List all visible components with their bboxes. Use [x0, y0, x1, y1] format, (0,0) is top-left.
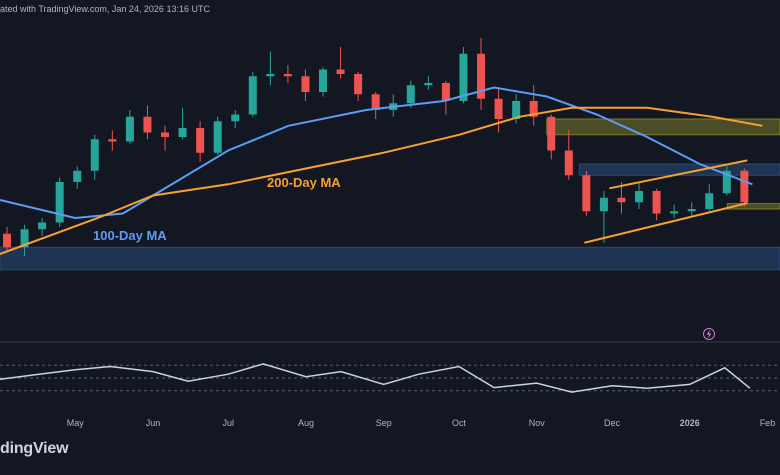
candle-body — [512, 101, 521, 119]
candle-body — [740, 170, 749, 203]
candle-body — [424, 83, 433, 86]
x-tick-label: 2026 — [680, 418, 700, 428]
candle-body — [73, 170, 82, 182]
candle-body — [20, 229, 29, 248]
candle-body — [529, 101, 538, 117]
candle-body — [582, 175, 591, 212]
candle-body — [125, 116, 134, 142]
candle-body — [371, 94, 380, 110]
candle-body — [705, 193, 714, 209]
zone-1 — [578, 163, 780, 176]
x-tick-label: Nov — [529, 418, 546, 428]
ma-100-label: 100-Day MA — [93, 228, 167, 243]
channel-upper-line — [609, 159, 748, 190]
rsi-line — [0, 363, 751, 393]
candle-body — [687, 209, 696, 212]
x-tick-label: Jun — [146, 418, 161, 428]
candle-body — [564, 150, 573, 176]
zones-layer — [0, 118, 780, 271]
annotation-labels: 100-Day MA 200-Day MA — [93, 175, 341, 243]
candle-body — [161, 132, 170, 137]
candle-body — [248, 76, 257, 115]
lightning-icon[interactable] — [703, 328, 715, 340]
candle-body — [231, 114, 240, 122]
candle-body — [670, 211, 679, 214]
zone-0 — [0, 246, 780, 271]
candle-body — [55, 182, 64, 223]
candle-body — [494, 98, 503, 119]
candle-body — [266, 74, 275, 77]
ma-200-label: 200-Day MA — [267, 175, 341, 190]
ma-100-line — [0, 86, 753, 220]
candle-body — [406, 85, 415, 104]
candle-body — [196, 128, 205, 153]
candle-body — [459, 53, 468, 101]
candle-body — [178, 128, 187, 137]
channel-lower-line — [584, 202, 748, 244]
x-axis: May Jun Jul Aug Sep Oct Nov Dec 2026 Feb — [67, 418, 775, 428]
x-tick-label: Oct — [452, 418, 467, 428]
x-tick-label: Aug — [298, 418, 314, 428]
rsi-pane — [0, 363, 780, 393]
candle-body — [354, 74, 363, 95]
ma-200-line — [0, 106, 763, 255]
published-caption: ated with TradingView.com, Jan 24, 2026 … — [0, 4, 210, 14]
candle-body — [547, 116, 556, 151]
candle-body — [652, 191, 661, 214]
candle-body — [90, 139, 99, 171]
channel-layer — [584, 159, 748, 244]
candle-body — [38, 222, 47, 230]
moving-averages-layer — [0, 86, 763, 255]
candle-body — [301, 76, 310, 92]
candles-layer — [3, 38, 749, 257]
candle-body — [283, 74, 292, 77]
x-tick-label: Jul — [222, 418, 234, 428]
candle-body — [599, 197, 608, 212]
x-tick-label: Sep — [376, 418, 392, 428]
x-tick-label: Feb — [760, 418, 776, 428]
candle-body — [617, 197, 626, 203]
x-tick-label: Dec — [604, 418, 621, 428]
tradingview-logo: dingView — [0, 440, 69, 457]
candle-body — [477, 53, 486, 99]
candle-body — [635, 191, 644, 203]
candle-body — [3, 233, 11, 248]
candle-body — [108, 139, 117, 142]
candle-body — [143, 116, 152, 133]
candle-body — [213, 121, 222, 153]
candle-body — [441, 83, 450, 101]
zone-2 — [546, 118, 780, 136]
candle-body — [336, 69, 345, 74]
candle-body — [722, 170, 731, 194]
candle-body — [319, 69, 328, 92]
x-tick-label: May — [67, 418, 85, 428]
